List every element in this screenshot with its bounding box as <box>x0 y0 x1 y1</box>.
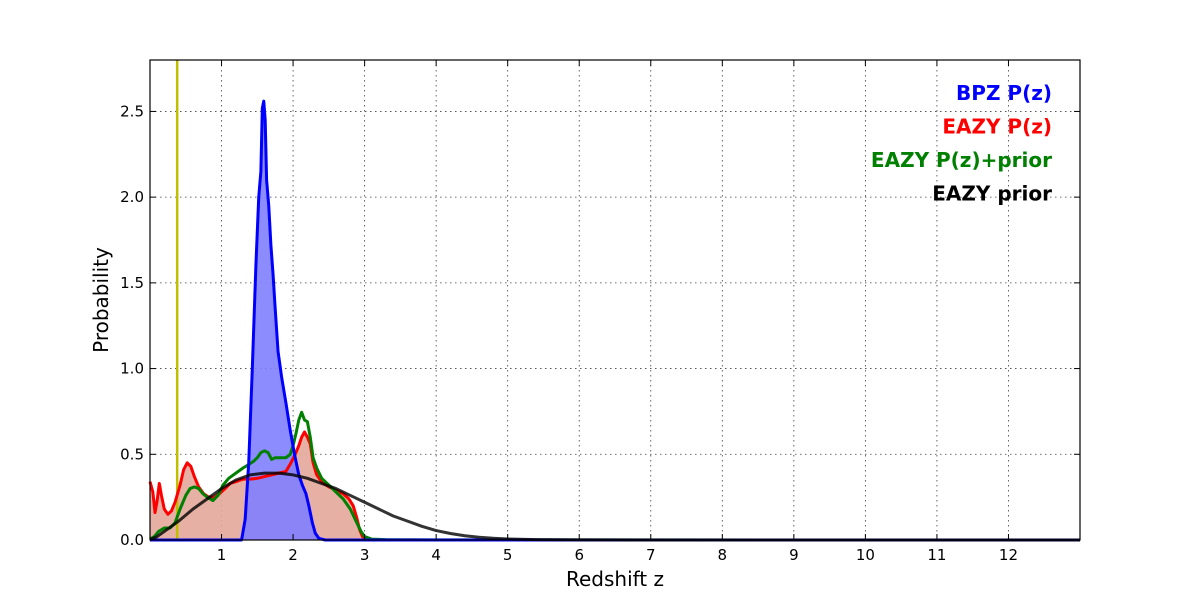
x-axis-label: Redshift z <box>566 567 664 591</box>
y-tick-label: 2.0 <box>120 188 144 206</box>
legend-entry: EAZY prior <box>932 182 1052 206</box>
x-tick-label: 8 <box>718 546 728 564</box>
x-tick-label: 3 <box>360 546 370 564</box>
x-tick-label: 10 <box>856 546 875 564</box>
x-tick-label: 5 <box>503 546 513 564</box>
axes-frame <box>149 59 1081 541</box>
y-tick-label: 0.5 <box>120 445 144 463</box>
x-tick-label: 6 <box>574 546 584 564</box>
legend-entry: EAZY P(z) <box>942 115 1052 139</box>
series-line <box>149 410 1081 542</box>
y-tick-label: 0.0 <box>120 531 144 549</box>
y-axis-label: Probability <box>89 247 113 353</box>
x-tick-label: 2 <box>288 546 298 564</box>
x-tick-label: 11 <box>927 546 946 564</box>
x-tick-label: 9 <box>789 546 799 564</box>
series-line <box>150 99 1080 542</box>
y-tick-label: 1.0 <box>120 360 144 378</box>
legend-entry: BPZ P(z) <box>956 81 1052 105</box>
legend-entry: EAZY P(z)+prior <box>871 148 1052 172</box>
x-tick-label: 7 <box>646 546 656 564</box>
series-line <box>149 471 1080 542</box>
y-tick-label: 1.5 <box>120 274 144 292</box>
y-tick-label: 2.5 <box>120 102 144 120</box>
x-tick-label: 4 <box>431 546 441 564</box>
x-tick-label: 12 <box>999 546 1018 564</box>
x-tick-label: 1 <box>217 546 227 564</box>
